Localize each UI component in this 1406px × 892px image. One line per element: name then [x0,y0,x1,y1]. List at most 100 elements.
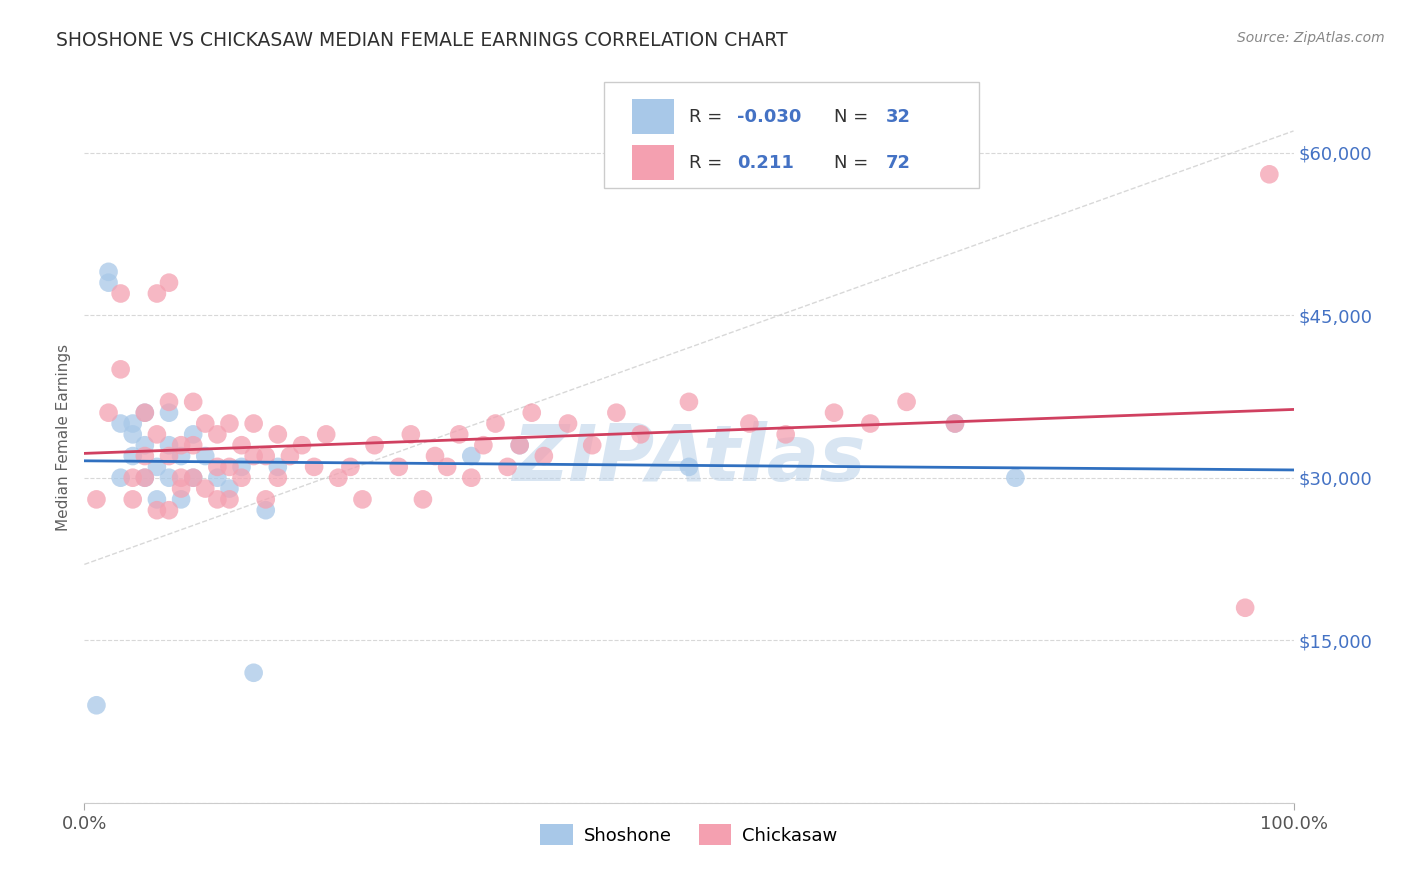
Point [218,417,240,431]
Point [496,459,519,474]
Point [194,482,217,496]
Point [110,362,132,376]
Point [315,427,337,442]
Point [678,395,700,409]
Point [267,427,290,442]
Point [170,482,193,496]
Point [170,471,193,485]
Point [302,459,325,474]
Point [630,427,652,442]
Point [121,417,143,431]
Point [181,471,204,485]
Point [254,449,277,463]
Point [231,438,253,452]
Point [134,406,156,420]
Point [859,417,882,431]
Point [181,427,204,442]
Point [267,459,290,474]
FancyBboxPatch shape [633,145,675,180]
Point [533,449,555,463]
Text: N =: N = [834,153,875,172]
Point [231,471,253,485]
Point [242,417,264,431]
Point [1234,600,1257,615]
Point [121,427,143,442]
Point [146,286,169,301]
Point [218,482,240,496]
Point [678,459,700,474]
FancyBboxPatch shape [633,99,675,135]
Point [207,427,229,442]
Point [181,438,204,452]
Point [146,427,169,442]
Text: R =: R = [689,108,728,126]
Point [520,406,543,420]
FancyBboxPatch shape [605,82,979,188]
Text: 32: 32 [886,108,911,126]
Point [207,459,229,474]
Y-axis label: Median Female Earnings: Median Female Earnings [56,343,72,531]
Point [157,471,180,485]
Point [181,471,204,485]
Point [339,459,361,474]
Text: Source: ZipAtlas.com: Source: ZipAtlas.com [1237,31,1385,45]
Point [121,471,143,485]
Point [86,698,108,713]
Point [388,459,411,474]
Point [242,449,264,463]
Point [97,265,120,279]
Text: 72: 72 [886,153,911,172]
Point [170,449,193,463]
Point [110,286,132,301]
Text: 0.211: 0.211 [737,153,794,172]
Point [267,471,290,485]
Point [436,459,458,474]
Point [449,427,471,442]
Point [231,459,253,474]
Point [157,395,180,409]
Point [218,459,240,474]
Point [157,438,180,452]
Text: -0.030: -0.030 [737,108,801,126]
Text: SHOSHONE VS CHICKASAW MEDIAN FEMALE EARNINGS CORRELATION CHART: SHOSHONE VS CHICKASAW MEDIAN FEMALE EARN… [56,31,787,50]
Point [146,503,169,517]
Point [134,449,156,463]
Point [134,471,156,485]
Point [110,417,132,431]
Point [194,417,217,431]
Point [399,427,422,442]
Point [170,492,193,507]
Point [254,492,277,507]
Point [460,471,482,485]
Point [581,438,603,452]
Point [943,417,966,431]
Point [278,449,301,463]
Point [328,471,350,485]
Point [207,492,229,507]
Point [509,438,531,452]
Point [207,471,229,485]
Legend: Shoshone, Chickasaw: Shoshone, Chickasaw [533,817,845,852]
Point [146,492,169,507]
Point [97,276,120,290]
Point [775,427,797,442]
Point [472,438,495,452]
Point [86,492,108,507]
Point [363,438,385,452]
Point [291,438,314,452]
Point [157,276,180,290]
Point [121,492,143,507]
Point [181,395,204,409]
Point [157,406,180,420]
Point [557,417,579,431]
Point [509,438,531,452]
Point [896,395,918,409]
Point [423,449,446,463]
Point [134,438,156,452]
Point [484,417,506,431]
Point [823,406,845,420]
Text: R =: R = [689,153,728,172]
Point [170,438,193,452]
Point [242,665,264,680]
Point [134,471,156,485]
